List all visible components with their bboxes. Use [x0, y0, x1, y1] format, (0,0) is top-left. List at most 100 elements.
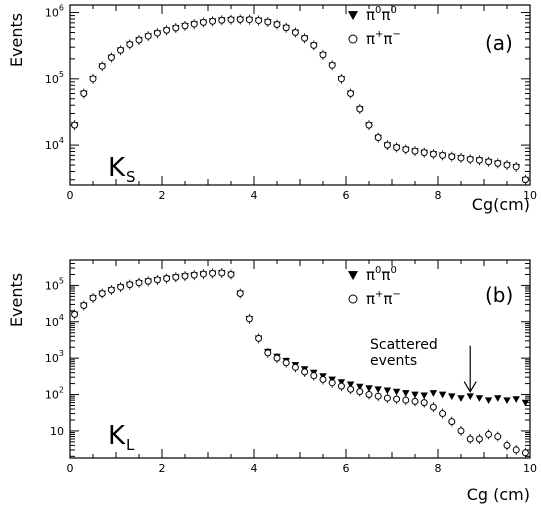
- annotation-line2: events: [370, 353, 417, 369]
- data-point: [512, 163, 520, 171]
- data-point: [457, 154, 465, 162]
- data-point: [402, 145, 410, 153]
- data-point: [199, 270, 207, 278]
- data-point: [411, 391, 419, 399]
- data-point: [457, 427, 465, 435]
- legend-marker: [347, 11, 359, 21]
- data-point: [475, 435, 483, 443]
- data-point: [89, 75, 97, 83]
- data-point: [98, 289, 106, 297]
- y-tick-label-a: 104: [45, 136, 64, 152]
- data-point: [107, 53, 115, 61]
- data-point: [393, 143, 401, 151]
- y-tick-label-a: 106: [45, 4, 64, 20]
- y-tick-label-b: 104: [45, 313, 64, 329]
- data-point: [98, 62, 106, 70]
- data-point: [236, 16, 244, 24]
- x-tick-label-a: 0: [67, 189, 74, 202]
- plot-area-a: 0 2 4 6 8 10 104 105 106: [45, 4, 537, 202]
- y-axis-label-b: Events: [7, 273, 26, 327]
- data-point: [172, 273, 180, 281]
- data-point: [89, 294, 97, 302]
- data-point: [475, 156, 483, 164]
- legend-b: π0π0 π+π−: [347, 265, 401, 308]
- data-point: [126, 40, 134, 48]
- x-axis-label-b: Cg (cm): [467, 485, 530, 504]
- legend-a: π0π0 π+π−: [347, 5, 401, 48]
- data-point: [466, 393, 474, 401]
- data-point: [503, 397, 511, 404]
- data-point: [328, 61, 336, 69]
- data-point: [117, 283, 125, 291]
- y-tick-label-a: 105: [45, 70, 64, 86]
- data-point: [356, 105, 364, 113]
- legend-label: π0π0: [366, 5, 397, 24]
- y-tick-label-b: 102: [45, 386, 64, 402]
- particle-label-a-main: K: [108, 153, 126, 183]
- data-point: [328, 379, 336, 387]
- data-point: [227, 270, 235, 278]
- x-tick-label-a: 10: [523, 189, 537, 202]
- data-point: [393, 395, 401, 403]
- data-point: [383, 387, 392, 395]
- panel-a: 0 2 4 6 8 10 104 105 106 Events Cg(cm) (a) K S π…: [7, 4, 537, 214]
- data-point: [144, 277, 152, 285]
- data-point: [466, 435, 474, 443]
- series-pi0-pi0-b: [70, 270, 530, 407]
- legend-marker: [347, 271, 359, 281]
- annotation-arrow: [463, 345, 477, 393]
- panel-tag-b: (b): [485, 283, 513, 307]
- data-point: [411, 397, 419, 405]
- data-point: [301, 368, 309, 376]
- series-pi-plus-pi-minus-a: [71, 14, 529, 185]
- data-point: [117, 46, 125, 54]
- data-point: [429, 150, 437, 158]
- data-point: [420, 392, 428, 400]
- data-point: [411, 147, 419, 155]
- data-point: [429, 390, 438, 397]
- data-point: [347, 90, 355, 98]
- data-point: [494, 159, 502, 167]
- data-point: [521, 399, 530, 407]
- data-point: [227, 16, 235, 24]
- x-tick-label-b: 2: [159, 462, 166, 475]
- data-point: [163, 275, 171, 283]
- data-point: [494, 395, 502, 402]
- data-point: [310, 41, 318, 49]
- x-tick-label-b: 6: [343, 462, 350, 475]
- data-point: [466, 155, 474, 163]
- y-tick-label-b: 103: [45, 349, 64, 365]
- data-point: [374, 386, 382, 394]
- data-point: [107, 286, 115, 294]
- data-point: [402, 396, 410, 404]
- x-axis-label-a: Cg(cm): [472, 195, 530, 214]
- data-point: [475, 395, 484, 402]
- data-point: [282, 359, 290, 367]
- data-point: [163, 26, 171, 34]
- data-point: [319, 375, 327, 383]
- data-point: [209, 269, 217, 277]
- data-point: [503, 441, 511, 449]
- legend-marker: [348, 34, 358, 44]
- data-point: [71, 121, 79, 129]
- data-point: [448, 393, 456, 401]
- data-point: [181, 272, 189, 280]
- y-tick-label-b: 10: [50, 425, 64, 438]
- data-point: [126, 281, 134, 289]
- data-point: [209, 17, 217, 25]
- x-tick-label-a: 2: [159, 189, 166, 202]
- data-point: [301, 34, 309, 42]
- data-point: [521, 176, 529, 184]
- data-point: [365, 121, 373, 129]
- data-point: [429, 403, 437, 411]
- data-point: [245, 16, 253, 24]
- legend-marker: [348, 294, 358, 304]
- panel-b: 0 2 4 6 8 10 10 102 103 104 105 Events Cg (cm) (b)…: [7, 259, 537, 504]
- data-point: [291, 29, 299, 37]
- x-tick-label-a: 4: [251, 189, 258, 202]
- y-axis-label-a: Events: [7, 13, 26, 67]
- data-point: [199, 18, 207, 26]
- data-point: [310, 372, 318, 380]
- data-point: [236, 289, 244, 297]
- data-point: [319, 51, 327, 59]
